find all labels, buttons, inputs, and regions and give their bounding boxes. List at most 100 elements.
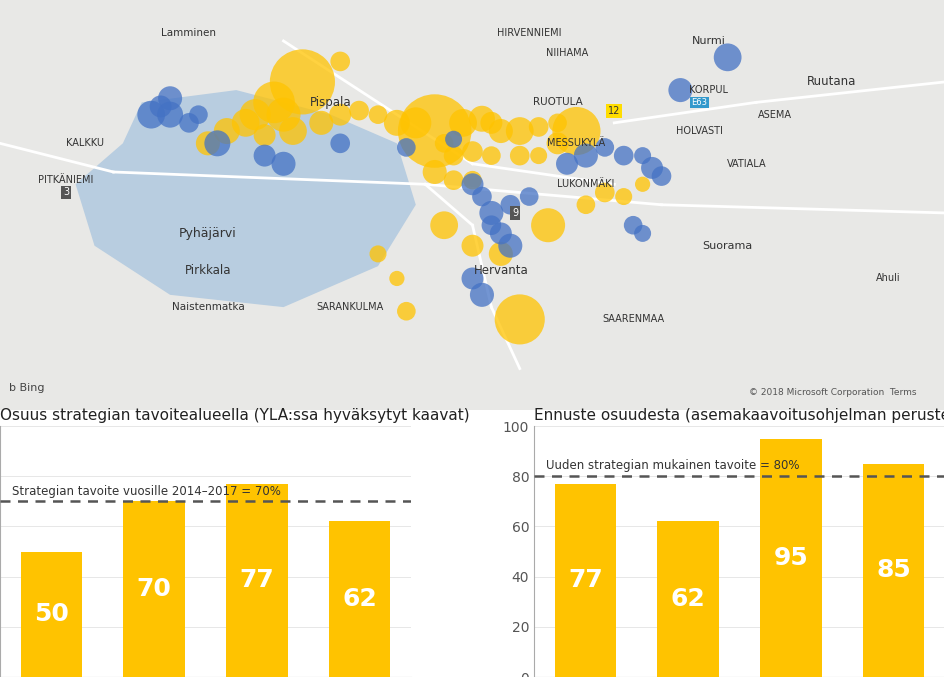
Text: VATIALA: VATIALA <box>726 159 766 169</box>
Text: Suorama: Suorama <box>701 241 752 250</box>
Point <box>153 101 168 112</box>
Point <box>634 179 649 190</box>
Text: 62: 62 <box>670 587 705 611</box>
Point <box>276 158 291 169</box>
Point <box>568 126 583 137</box>
Text: 95: 95 <box>773 546 807 570</box>
Point <box>266 97 281 108</box>
Point <box>219 126 234 137</box>
Point <box>464 273 480 284</box>
Point <box>389 273 404 284</box>
Point <box>483 150 498 161</box>
Text: E63: E63 <box>691 98 706 107</box>
Text: Lamminen: Lamminen <box>161 28 216 38</box>
Text: Osuus strategian tavoitealueella (YLA:ssa hyväksytyt kaavat): Osuus strategian tavoitealueella (YLA:ss… <box>0 408 469 423</box>
Point <box>295 77 310 87</box>
Point <box>634 228 649 239</box>
Point <box>502 199 517 210</box>
Bar <box>554 484 615 677</box>
Point <box>191 109 206 120</box>
Point <box>351 105 366 116</box>
Text: LUKONMÄKI: LUKONMÄKI <box>557 179 614 190</box>
Point <box>370 248 385 259</box>
Text: 70: 70 <box>137 577 171 601</box>
Text: HIRVENNIEMI: HIRVENNIEMI <box>497 28 561 38</box>
Point <box>597 187 612 198</box>
Point <box>210 138 225 149</box>
Point <box>474 290 489 301</box>
Text: Naistenmatka: Naistenmatka <box>172 302 244 312</box>
Point <box>436 138 451 149</box>
Point <box>436 220 451 231</box>
Point <box>427 126 442 137</box>
Point <box>474 191 489 202</box>
Point <box>238 117 253 128</box>
Point <box>493 248 508 259</box>
Text: KALKKU: KALKKU <box>66 138 104 148</box>
Bar <box>123 501 185 677</box>
Point <box>483 208 498 219</box>
Text: 3: 3 <box>63 188 69 198</box>
Text: HOLVASTI: HOLVASTI <box>675 126 722 136</box>
Point <box>653 171 668 181</box>
Point <box>464 179 480 190</box>
Point <box>559 158 574 169</box>
Point <box>549 117 565 128</box>
Text: Pyhäjärvi: Pyhäjärvi <box>178 227 237 240</box>
Text: 77: 77 <box>567 569 602 592</box>
Point <box>549 138 565 149</box>
Point <box>578 199 593 210</box>
Point <box>257 150 272 161</box>
Bar <box>329 521 390 677</box>
Point <box>597 142 612 153</box>
Text: 12: 12 <box>607 106 620 116</box>
Point <box>493 126 508 137</box>
Bar <box>657 521 718 677</box>
Text: Ennuste osuudesta (asemakaavoitusohjelman perusteella): Ennuste osuudesta (asemakaavoitusohjelma… <box>533 408 944 423</box>
Point <box>474 113 489 124</box>
Point <box>615 150 631 161</box>
Point <box>512 314 527 325</box>
Point <box>332 56 347 67</box>
Point <box>464 146 480 157</box>
Point <box>398 142 413 153</box>
Text: Pirkkala: Pirkkala <box>184 264 231 277</box>
Bar <box>21 552 82 677</box>
Text: Nurmi: Nurmi <box>691 36 725 46</box>
Point <box>332 138 347 149</box>
Text: Pispala: Pispala <box>310 96 351 109</box>
Point <box>644 162 659 173</box>
Point <box>521 191 536 202</box>
Point <box>200 138 215 149</box>
Point <box>455 117 470 128</box>
Text: MESSUKYLÄ: MESSUKYLÄ <box>547 138 605 148</box>
Text: Uuden strategian mukainen tavoite = 80%: Uuden strategian mukainen tavoite = 80% <box>546 460 800 473</box>
Point <box>615 191 631 202</box>
Point <box>634 150 649 161</box>
Point <box>531 122 546 133</box>
Point <box>427 167 442 177</box>
Point <box>247 109 262 120</box>
Point <box>162 109 177 120</box>
Point <box>483 117 498 128</box>
Point <box>719 52 734 63</box>
Point <box>257 130 272 141</box>
Text: © 2018 Microsoft Corporation  Terms: © 2018 Microsoft Corporation Terms <box>749 388 916 397</box>
Point <box>408 117 423 128</box>
Point <box>285 126 300 137</box>
Point <box>531 150 546 161</box>
Text: b Bing: b Bing <box>9 383 45 393</box>
Text: 62: 62 <box>342 587 377 611</box>
Bar <box>759 439 821 677</box>
Point <box>276 109 291 120</box>
Point <box>540 220 555 231</box>
Text: KORPUL: KORPUL <box>688 85 728 95</box>
Text: 85: 85 <box>875 559 910 582</box>
Text: Strategian tavoite vuosille 2014–2017 = 70%: Strategian tavoite vuosille 2014–2017 = … <box>12 485 281 498</box>
Point <box>370 109 385 120</box>
Point <box>483 220 498 231</box>
Point <box>493 228 508 239</box>
Point <box>162 93 177 104</box>
Point <box>464 240 480 251</box>
Point <box>313 117 329 128</box>
